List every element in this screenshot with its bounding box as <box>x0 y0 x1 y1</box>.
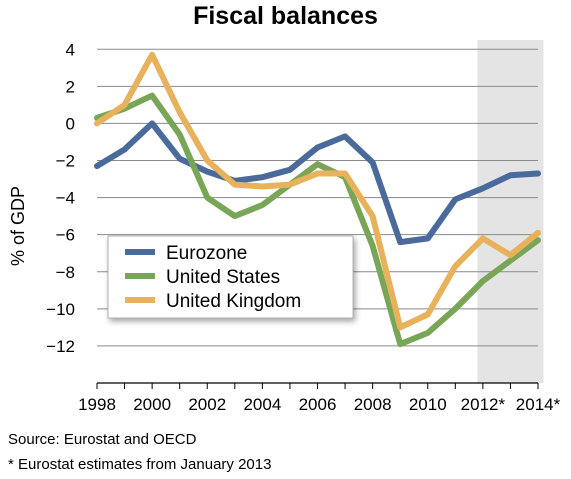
chart-plot: 4 2 0 −2 −4 −6 −8 −10 −12 1998 2000 2002 2004 2006 200… <box>8 40 561 414</box>
x-tick-label: 1998 <box>78 395 116 414</box>
x-tick-label: 2012* <box>461 395 506 414</box>
estimate-footnote: * Eurostat estimates from January 2013 <box>8 456 272 473</box>
x-tick-label: 2002 <box>188 395 226 414</box>
series-lines <box>94 51 541 348</box>
y-tick-label: −8 <box>56 263 75 282</box>
legend-label: Eurozone <box>166 243 247 264</box>
y-tick-label: −6 <box>56 226 75 245</box>
projection-shade <box>477 40 544 383</box>
series-line-united-kingdom <box>94 51 541 331</box>
x-tick-label: 2006 <box>299 395 337 414</box>
y-tick-label: −4 <box>56 189 75 208</box>
y-tick-label: −12 <box>46 337 75 356</box>
y-axis-label: % of GDP <box>8 186 28 266</box>
source-note: Source: Eurostat and OECD <box>8 431 197 448</box>
x-tick-label: 2010 <box>409 395 447 414</box>
y-tick-label: 4 <box>66 40 75 59</box>
y-tick-label: −10 <box>46 300 75 319</box>
legend-label: United States <box>166 267 280 288</box>
y-tick-label: 2 <box>66 77 75 96</box>
axes: 4 2 0 −2 −4 −6 −8 −10 −12 1998 2000 2002 2004 2006 200… <box>46 40 560 414</box>
chart-title: Fiscal balances <box>193 2 378 30</box>
x-tick-label: 2008 <box>354 395 392 414</box>
x-tick-label: 2000 <box>133 395 171 414</box>
series-line-united-states <box>94 92 541 348</box>
y-tick-label: −2 <box>56 152 75 171</box>
legend: Eurozone United States United Kingdom <box>107 235 354 319</box>
y-tick-label: 0 <box>66 114 75 133</box>
x-tick-label: 2014* <box>516 395 561 414</box>
series-line-eurozone <box>94 120 541 246</box>
legend-label: United Kingdom <box>166 291 301 312</box>
x-tick-label: 2004 <box>243 395 281 414</box>
